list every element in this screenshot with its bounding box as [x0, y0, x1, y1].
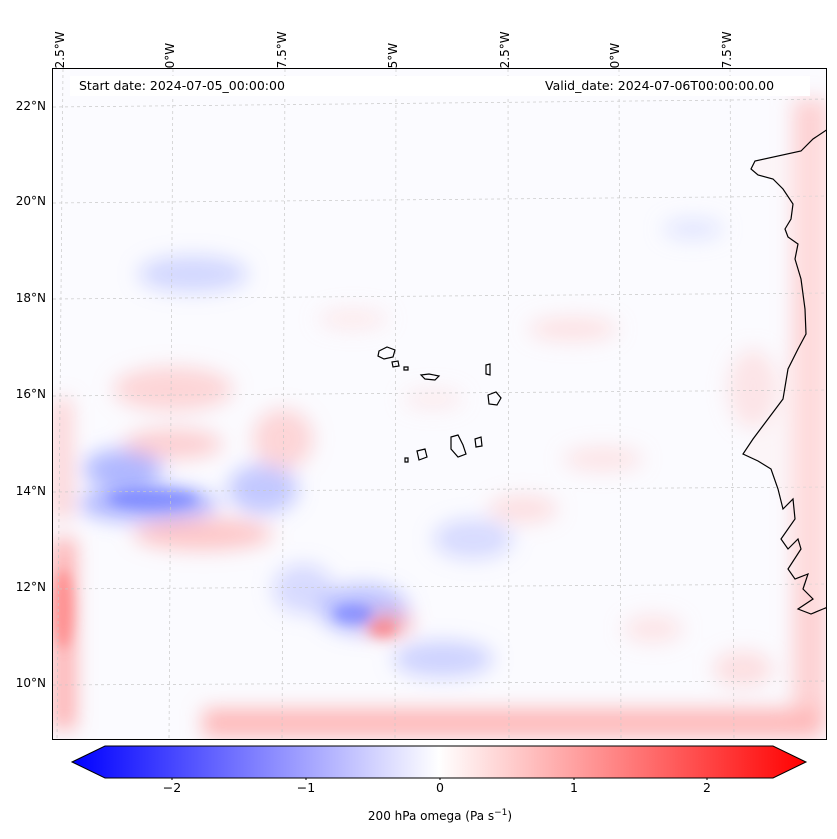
colorbar-tick-1: 1	[570, 780, 578, 795]
colorbar-tick-2: 2	[703, 780, 711, 795]
island-santiago	[450, 434, 467, 458]
map-canvas	[53, 69, 826, 739]
colorbar-label: 200 hPa omega (Pa s−1)	[0, 808, 837, 823]
gridlines	[53, 69, 826, 739]
lat-label-10n: 10°N	[15, 676, 46, 690]
colorbar-label-suffix: )	[507, 809, 513, 823]
colorbar-tick-neg1: −1	[296, 780, 316, 795]
colorbar-label-prefix: 200 hPa omega (Pa s	[367, 809, 495, 823]
island-sal	[485, 363, 491, 376]
omega-field	[53, 99, 826, 737]
lat-label-18n: 18°N	[15, 291, 46, 305]
island-sao-nicolau	[419, 373, 441, 381]
island-brava	[404, 457, 409, 463]
island-santo-antao	[377, 346, 396, 360]
island-fogo	[416, 448, 428, 461]
lat-label-12n: 12°N	[15, 580, 46, 594]
start-date-label: Start date: 2024-07-05_00:00:00	[79, 78, 285, 93]
cape-verde-islands	[377, 346, 502, 463]
colorbar	[70, 745, 808, 780]
lat-label-14n: 14°N	[15, 484, 46, 498]
valid-date-label: Valid_date: 2024-07-06T00:00:00.00	[545, 78, 775, 93]
lat-label-22n: 22°N	[15, 99, 46, 113]
lat-label-16n: 16°N	[15, 387, 46, 401]
colorbar-tick-neg2: −2	[162, 780, 182, 795]
colorbar-tick-0: 0	[436, 780, 444, 795]
island-santa-luzia	[403, 366, 409, 371]
island-sao-vicente	[391, 360, 400, 368]
omega-field-detail	[53, 489, 397, 649]
omega-map	[52, 68, 827, 740]
colorbar-tick-marks	[171, 778, 708, 780]
lat-label-20n: 20°N	[15, 194, 46, 208]
africa-coastline	[742, 129, 826, 615]
island-maio	[474, 436, 483, 448]
island-boa-vista	[487, 391, 502, 406]
colorbar-body	[70, 745, 808, 779]
colorbar-label-exponent: −1	[494, 808, 508, 818]
header-strip	[70, 76, 810, 96]
